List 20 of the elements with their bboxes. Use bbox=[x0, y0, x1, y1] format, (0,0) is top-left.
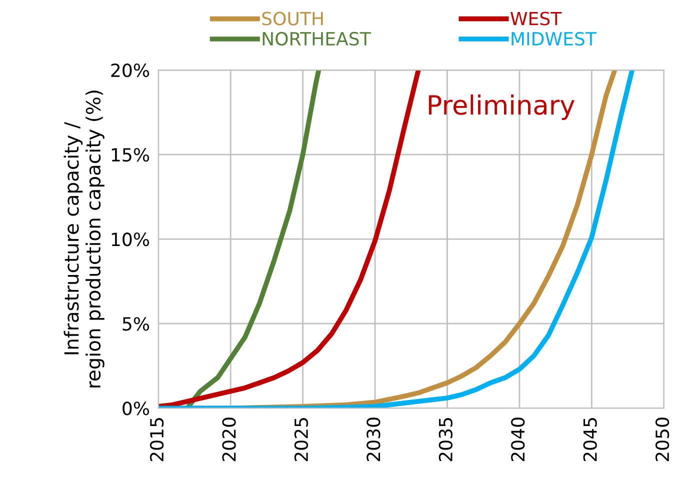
x-tick-label: 2025 bbox=[294, 418, 308, 462]
y-tick-label: 10% bbox=[112, 232, 150, 246]
y-tick-label: 20% bbox=[111, 63, 150, 78]
legend-label: NORTHEAST bbox=[262, 32, 371, 46]
x-tick-label: 2035 bbox=[438, 418, 452, 462]
y-tick-label: 5% bbox=[122, 317, 150, 331]
x-tick-label: 2015 bbox=[150, 418, 164, 462]
x-tick-label: 2020 bbox=[222, 418, 236, 462]
line-series bbox=[184, 70, 322, 408]
x-tick-label: 2030 bbox=[366, 418, 380, 462]
legend-label: WEST bbox=[510, 12, 562, 26]
legend-label: SOUTH bbox=[262, 12, 323, 26]
y-tick-label: 15% bbox=[112, 148, 150, 162]
x-tick-label: 2050 bbox=[655, 418, 670, 462]
y-tick-label: 0% bbox=[122, 402, 150, 416]
x-tick-label: 2040 bbox=[511, 418, 525, 462]
y-axis-title: Infrastructure capacity / region production capacity (%) bbox=[64, 90, 104, 388]
legend-label: MIDWEST bbox=[512, 32, 597, 46]
x-tick-label: 2045 bbox=[583, 418, 597, 462]
annotation: Preliminary bbox=[428, 94, 575, 120]
